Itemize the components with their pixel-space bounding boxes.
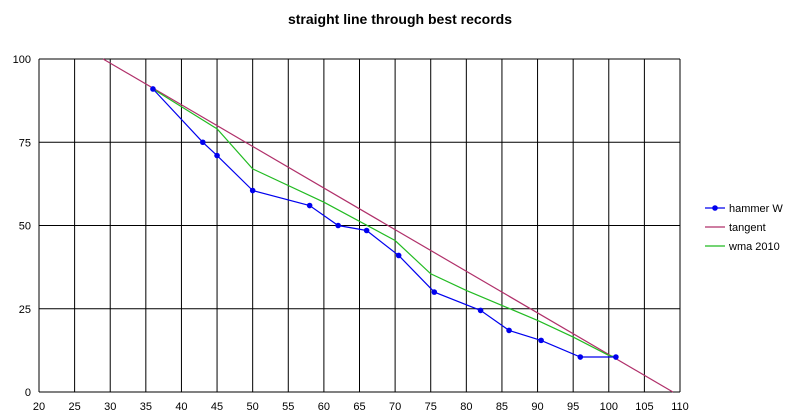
data-point-hammer-w-9 bbox=[477, 307, 484, 314]
series-line-wma-2010 bbox=[152, 88, 617, 358]
y-axis-ticks: 0 25 50 75 100 bbox=[13, 54, 31, 399]
x-tick-label-60: 60 bbox=[318, 401, 330, 413]
x-tick-label-20: 20 bbox=[33, 401, 45, 413]
y-tick-label-100: 100 bbox=[13, 54, 31, 66]
plot-area bbox=[102, 58, 674, 393]
y-tick-label-0: 0 bbox=[25, 387, 31, 399]
data-point-hammer-w-3 bbox=[249, 187, 256, 194]
legend: hammer W tangent wma 2010 bbox=[705, 203, 783, 253]
x-tick-label-105: 105 bbox=[635, 401, 653, 413]
data-point-hammer-w-8 bbox=[431, 289, 438, 295]
data-point-hammer-w-2 bbox=[214, 152, 220, 159]
x-tick-label-110: 110 bbox=[671, 401, 689, 413]
legend-marker-hammer-w bbox=[712, 205, 718, 211]
x-tick-label-100: 100 bbox=[600, 401, 618, 413]
x-tick-label-50: 50 bbox=[247, 401, 259, 413]
y-tick-label-50: 50 bbox=[19, 221, 31, 233]
x-tick-label-35: 35 bbox=[140, 401, 152, 413]
series-line-tangent bbox=[102, 58, 674, 393]
data-point-hammer-w-7 bbox=[395, 252, 402, 259]
x-axis-ticks: 20 25 30 35 40 45 50 55 60 65 70 75 80 85 90 95 100 105 11… bbox=[33, 401, 689, 413]
legend-label-tangent: tangent bbox=[729, 222, 766, 234]
data-point-hammer-w-1 bbox=[200, 139, 206, 146]
series-line-hammer-w bbox=[152, 88, 616, 358]
x-tick-label-85: 85 bbox=[496, 401, 508, 413]
x-tick-label-55: 55 bbox=[282, 401, 294, 413]
legend-label-hammer-w: hammer W bbox=[729, 203, 783, 215]
y-tick-label-25: 25 bbox=[19, 304, 31, 316]
data-point-hammer-w-11 bbox=[538, 337, 544, 344]
x-tick-label-25: 25 bbox=[68, 401, 80, 413]
x-tick-label-75: 75 bbox=[425, 401, 437, 413]
grid bbox=[38, 58, 681, 393]
legend-label-wma-2010: wma 2010 bbox=[728, 241, 780, 253]
data-point-hammer-w-0 bbox=[150, 86, 156, 92]
data-point-hammer-w-13 bbox=[613, 354, 619, 360]
chart-title: straight line through best records bbox=[288, 11, 512, 27]
data-point-hammer-w-12 bbox=[577, 354, 584, 360]
x-tick-label-45: 45 bbox=[211, 401, 223, 413]
data-point-hammer-w-6 bbox=[363, 227, 370, 234]
data-point-hammer-w-10 bbox=[506, 327, 512, 334]
x-tick-label-90: 90 bbox=[531, 401, 543, 413]
data-point-hammer-w-5 bbox=[335, 222, 341, 229]
y-tick-label-75: 75 bbox=[19, 137, 31, 149]
x-tick-label-95: 95 bbox=[567, 401, 579, 413]
x-tick-label-80: 80 bbox=[460, 401, 472, 413]
x-tick-label-70: 70 bbox=[389, 401, 401, 413]
data-point-hammer-w-4 bbox=[306, 202, 313, 209]
x-tick-label-30: 30 bbox=[104, 401, 116, 413]
x-tick-label-65: 65 bbox=[353, 401, 365, 413]
x-tick-label-40: 40 bbox=[175, 401, 187, 413]
